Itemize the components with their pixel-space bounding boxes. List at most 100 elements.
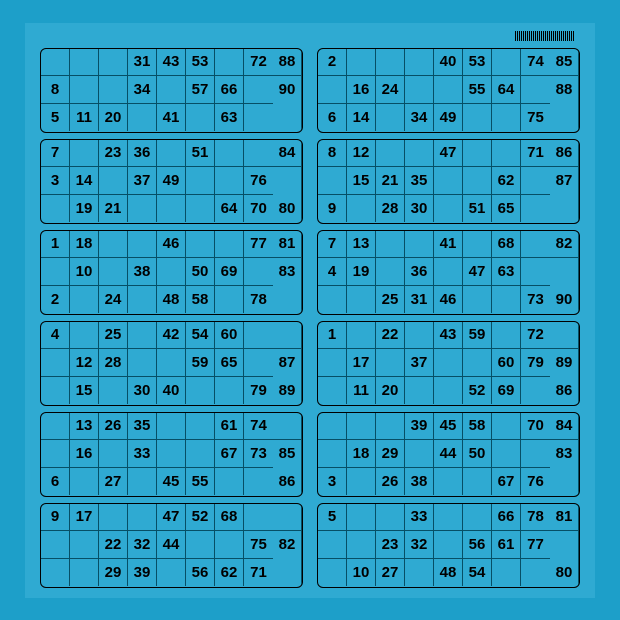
bingo-cell	[318, 440, 347, 468]
barcode	[515, 31, 575, 41]
bingo-cell	[157, 349, 186, 377]
bingo-cell: 18	[70, 231, 99, 259]
bingo-cell: 26	[99, 413, 128, 441]
bingo-cell: 8	[41, 76, 70, 104]
bingo-cell	[244, 349, 273, 377]
bingo-cell	[463, 286, 492, 314]
bingo-cell	[215, 531, 244, 559]
bingo-cell: 5	[41, 104, 70, 132]
bingo-cell: 51	[186, 140, 215, 168]
bingo-cell	[244, 258, 273, 286]
bingo-cell: 6	[41, 468, 70, 496]
bingo-cell: 23	[376, 531, 405, 559]
bingo-cell: 87	[550, 167, 579, 195]
bingo-cell: 86	[550, 140, 579, 168]
bingo-cell	[318, 559, 347, 587]
bingo-cell: 52	[463, 377, 492, 405]
bingo-cell	[70, 322, 99, 350]
bingo-cell: 3	[41, 167, 70, 195]
bingo-cell	[273, 413, 302, 441]
bingo-card: 150 00812243597217376079891120526986	[317, 321, 580, 406]
bingo-cell	[99, 231, 128, 259]
bingo-cell	[128, 286, 157, 314]
bingo-cell: 69	[492, 377, 521, 405]
bingo-cell: 47	[463, 258, 492, 286]
bingo-cell: 4	[318, 258, 347, 286]
bingo-cell: 34	[128, 76, 157, 104]
bingo-cell	[273, 167, 302, 195]
bingo-card: 150 0048124771861521356287928305165	[317, 139, 580, 224]
bingo-cell: 54	[463, 559, 492, 587]
bingo-cell	[521, 440, 550, 468]
bingo-cell: 25	[376, 286, 405, 314]
bingo-cell: 13	[347, 231, 376, 259]
bingo-cell	[405, 440, 434, 468]
bingo-cell: 75	[244, 531, 273, 559]
bingo-cell	[186, 413, 215, 441]
bingo-cell: 19	[347, 258, 376, 286]
bingo-cell: 87	[273, 349, 302, 377]
bingo-cell: 32	[405, 531, 434, 559]
bingo-cell	[550, 531, 579, 559]
bingo-cell: 60	[215, 322, 244, 350]
bingo-cell: 61	[492, 531, 521, 559]
bingo-cell: 73	[244, 440, 273, 468]
bingo-cell: 30	[405, 195, 434, 223]
bingo-cell: 11	[347, 377, 376, 405]
bingo-cell	[157, 258, 186, 286]
bingo-cell: 17	[70, 504, 99, 532]
bingo-cell: 82	[273, 531, 302, 559]
bingo-cell: 80	[273, 195, 302, 223]
bingo-cell	[215, 231, 244, 259]
bingo-cell	[521, 258, 550, 286]
bingo-cell: 41	[157, 104, 186, 132]
bingo-cell	[157, 140, 186, 168]
bingo-cell	[70, 531, 99, 559]
bingo-cell	[550, 104, 579, 132]
bingo-cell: 7	[41, 140, 70, 168]
bingo-cell: 67	[492, 468, 521, 496]
bingo-cell: 38	[128, 258, 157, 286]
bingo-cell	[41, 258, 70, 286]
bingo-cell	[128, 231, 157, 259]
bingo-cell	[434, 258, 463, 286]
bingo-cell: 85	[550, 49, 579, 77]
bingo-cell: 2	[318, 49, 347, 77]
bingo-cell: 70	[521, 413, 550, 441]
bingo-cell: 81	[550, 504, 579, 532]
bingo-cell: 32	[128, 531, 157, 559]
bingo-cell	[215, 167, 244, 195]
bingo-cell: 16	[347, 76, 376, 104]
bingo-cell	[434, 349, 463, 377]
bingo-cell	[273, 104, 302, 132]
bingo-cell: 53	[186, 49, 215, 77]
bingo-cell: 38	[405, 468, 434, 496]
bingo-cell	[405, 322, 434, 350]
bingo-cell: 14	[70, 167, 99, 195]
bingo-cell	[434, 167, 463, 195]
bingo-cell	[128, 468, 157, 496]
bingo-cell: 12	[70, 349, 99, 377]
bingo-cell: 16	[70, 440, 99, 468]
bingo-cell	[41, 440, 70, 468]
bingo-cell: 9	[41, 504, 70, 532]
bingo-cell: 59	[463, 322, 492, 350]
bingo-cell	[347, 322, 376, 350]
bingo-cell: 26	[376, 468, 405, 496]
bingo-cell	[463, 104, 492, 132]
bingo-cell	[434, 504, 463, 532]
bingo-cell	[215, 140, 244, 168]
bingo-cell	[186, 195, 215, 223]
bingo-cell: 28	[376, 195, 405, 223]
bingo-cell: 4	[41, 322, 70, 350]
bingo-cell	[492, 559, 521, 587]
bingo-cell: 63	[215, 104, 244, 132]
bingo-cell	[492, 49, 521, 77]
bingo-cell	[70, 468, 99, 496]
bingo-cell: 45	[157, 468, 186, 496]
bingo-cell: 72	[521, 322, 550, 350]
bingo-cell: 30	[128, 377, 157, 405]
bingo-cell	[405, 559, 434, 587]
bingo-cell	[492, 413, 521, 441]
bingo-cell	[521, 195, 550, 223]
